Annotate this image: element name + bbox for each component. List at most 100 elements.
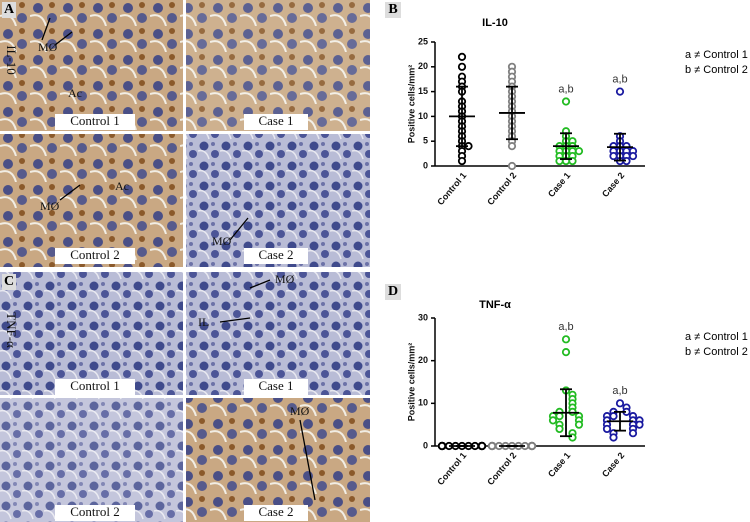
note: a ≠ Control 1 bbox=[685, 331, 748, 343]
data-point bbox=[609, 151, 618, 161]
annotation: MØ bbox=[212, 234, 232, 248]
significance-label: a,b bbox=[612, 385, 627, 397]
data-point bbox=[561, 97, 571, 106]
tile-label-box bbox=[244, 114, 308, 130]
tile-label: Control 2 bbox=[70, 504, 119, 519]
y-tick-label: 25 bbox=[418, 36, 428, 46]
data-point bbox=[555, 424, 564, 434]
x-tick-label: Case 1 bbox=[546, 450, 572, 479]
y-tick-label: 20 bbox=[418, 355, 428, 365]
micrograph bbox=[0, 272, 183, 395]
tile-label: Control 2 bbox=[70, 247, 119, 262]
data-point bbox=[628, 151, 638, 161]
tile-label-box bbox=[55, 379, 135, 395]
tile-label-box bbox=[244, 379, 308, 395]
data-point bbox=[561, 335, 571, 344]
annotation: MØ bbox=[40, 199, 60, 213]
data-point bbox=[615, 87, 625, 96]
y-tick-label: 20 bbox=[418, 61, 428, 71]
data-point bbox=[555, 412, 564, 421]
micrograph bbox=[186, 0, 370, 131]
data-point bbox=[487, 441, 497, 451]
y-axis-label: Positive cells/mm² bbox=[406, 65, 416, 144]
data-point bbox=[609, 433, 618, 442]
tile-label-box bbox=[244, 248, 308, 264]
panel-letter: B bbox=[388, 2, 397, 17]
y-tick-label: 15 bbox=[418, 86, 428, 96]
y-axis-label: Positive cells/mm² bbox=[406, 343, 416, 422]
panel-letter-box bbox=[385, 2, 401, 18]
micrograph bbox=[0, 398, 183, 522]
data-point bbox=[574, 420, 584, 429]
data-point bbox=[615, 399, 625, 408]
data-point bbox=[457, 52, 467, 61]
data-point bbox=[457, 62, 467, 71]
x-tick-label: Case 2 bbox=[600, 450, 626, 479]
arrows bbox=[41, 17, 316, 501]
data-point bbox=[507, 142, 517, 151]
chart-title: TNF-α bbox=[479, 299, 511, 311]
annotation: MØ bbox=[290, 404, 310, 418]
annotation: Ac bbox=[115, 179, 129, 193]
annotation: MØ bbox=[38, 40, 58, 54]
micrograph bbox=[186, 272, 370, 395]
data-point bbox=[602, 424, 612, 434]
tile-label-box bbox=[55, 248, 135, 264]
x-tick-label: Control 1 bbox=[435, 450, 468, 487]
data-point bbox=[635, 420, 644, 429]
data-point bbox=[561, 348, 571, 357]
x-tick-label: Case 2 bbox=[600, 170, 626, 199]
note: b ≠ Control 2 bbox=[685, 64, 748, 76]
note: a ≠ Control 1 bbox=[685, 49, 748, 61]
micrograph bbox=[0, 134, 183, 267]
data-point bbox=[548, 416, 558, 425]
micrograph bbox=[186, 398, 370, 522]
stain-label: IL-10 bbox=[4, 45, 19, 75]
y-tick-label: 10 bbox=[418, 398, 428, 408]
y-tick-label: 30 bbox=[418, 312, 428, 322]
data-point bbox=[437, 441, 447, 451]
x-tick-label: Control 2 bbox=[485, 170, 518, 207]
annotation: MØ bbox=[275, 272, 295, 286]
data-point bbox=[457, 156, 467, 166]
x-tick-label: Case 1 bbox=[546, 170, 572, 199]
significance-label: a,b bbox=[612, 74, 627, 86]
tile-label: Case 1 bbox=[258, 113, 293, 128]
significance-label: a,b bbox=[558, 321, 573, 333]
tile-label: Case 2 bbox=[258, 504, 293, 519]
panel-letter: A bbox=[4, 2, 15, 17]
y-tick-label: 10 bbox=[418, 111, 428, 121]
panel-letter-box bbox=[385, 284, 401, 300]
y-tick-label: 0 bbox=[423, 160, 428, 170]
data-point bbox=[574, 147, 584, 156]
annotation: IL bbox=[198, 315, 209, 329]
x-tick-label: Control 2 bbox=[485, 450, 518, 487]
tile-label: Control 1 bbox=[70, 113, 119, 128]
data-point bbox=[527, 441, 537, 451]
data-point bbox=[477, 441, 487, 451]
tile-label: Control 1 bbox=[70, 378, 119, 393]
data-point bbox=[568, 433, 577, 442]
y-tick-label: 5 bbox=[423, 136, 428, 146]
panel-letter: C bbox=[4, 274, 14, 289]
x-tick-label: Control 1 bbox=[435, 170, 468, 207]
tile-label-box bbox=[55, 114, 135, 130]
tile-label: Case 1 bbox=[258, 378, 293, 393]
data-point bbox=[507, 161, 517, 171]
significance-label: a,b bbox=[558, 83, 573, 95]
tile-label: Case 2 bbox=[258, 247, 293, 262]
note: b ≠ Control 2 bbox=[685, 346, 748, 358]
data-point bbox=[609, 412, 618, 421]
annotation: Ac bbox=[68, 86, 82, 100]
stain-label: TNF-α bbox=[4, 312, 19, 348]
micrograph bbox=[186, 134, 370, 267]
panel-letter-box bbox=[2, 2, 16, 18]
panel-letter: D bbox=[388, 284, 398, 299]
chart-title: IL-10 bbox=[482, 17, 508, 29]
y-tick-label: 0 bbox=[423, 440, 428, 450]
data-point bbox=[628, 429, 638, 438]
panel-letter-box bbox=[2, 274, 16, 290]
micrograph bbox=[0, 0, 183, 131]
tile-label-box bbox=[55, 505, 135, 521]
